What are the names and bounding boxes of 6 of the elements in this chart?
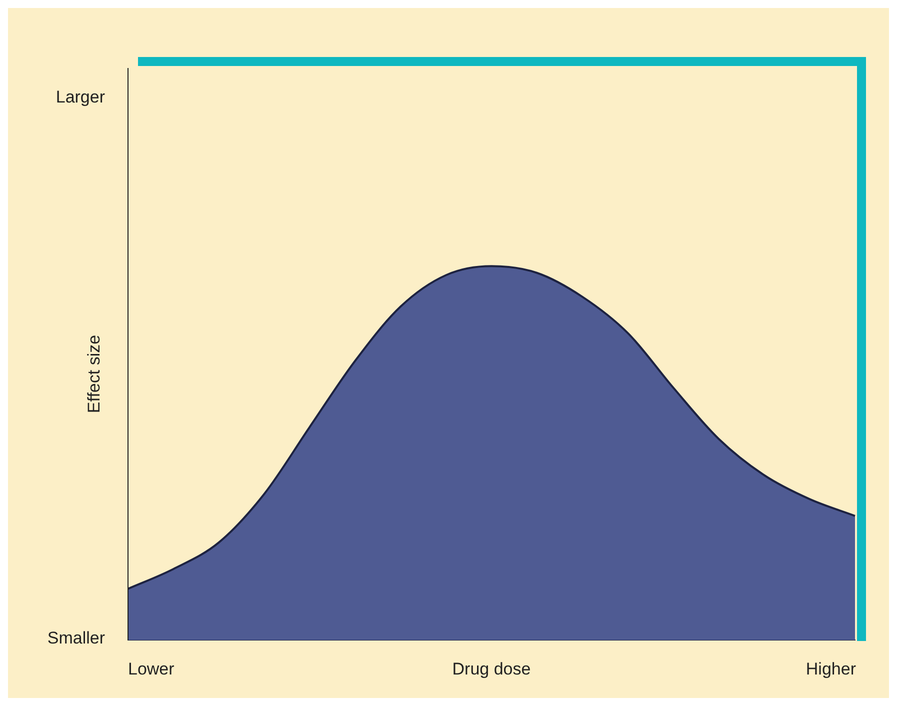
text: Lower: [128, 660, 175, 679]
y-axis-title: Effect size: [84, 334, 104, 414]
text: Larger: [56, 88, 106, 107]
text: Smaller: [47, 628, 106, 648]
x-axis-title: Drug dose: [452, 660, 531, 679]
text: Higher: [806, 660, 856, 679]
